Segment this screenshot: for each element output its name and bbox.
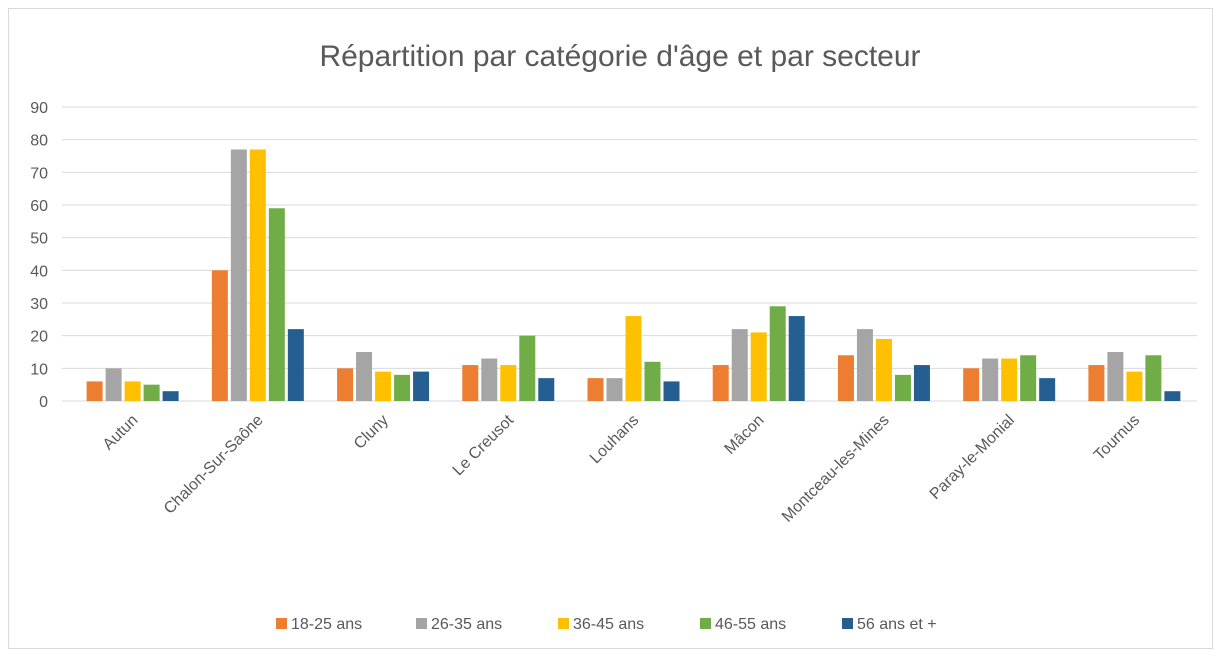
bar xyxy=(1145,355,1162,401)
y-tick-label: 0 xyxy=(39,394,48,411)
bar xyxy=(1039,378,1056,401)
bar xyxy=(644,361,661,401)
legend-swatch xyxy=(416,618,427,629)
bar xyxy=(587,378,604,401)
bar xyxy=(856,329,873,401)
bar xyxy=(731,329,748,401)
y-tick-label: 90 xyxy=(30,100,48,117)
bar xyxy=(625,316,642,401)
bar xyxy=(375,371,392,401)
bar xyxy=(337,368,354,401)
y-tick-label: 70 xyxy=(30,165,48,182)
bar xyxy=(913,365,930,401)
bar xyxy=(519,335,536,401)
bar xyxy=(894,374,911,401)
bar xyxy=(875,338,892,401)
bar xyxy=(413,371,430,401)
bar xyxy=(1164,391,1181,401)
bar xyxy=(143,384,160,401)
bar xyxy=(394,374,411,401)
bar xyxy=(481,358,498,401)
y-tick-label: 30 xyxy=(30,296,48,313)
bar xyxy=(837,355,854,401)
bar xyxy=(462,365,479,401)
bar xyxy=(788,316,805,401)
bar xyxy=(124,381,141,401)
chart-border xyxy=(8,8,1213,649)
legend-label: 56 ans et + xyxy=(857,616,937,633)
y-tick-label: 60 xyxy=(30,198,48,215)
legend-swatch xyxy=(558,618,569,629)
bar xyxy=(500,365,517,401)
bar xyxy=(1020,355,1037,401)
bar xyxy=(750,332,767,401)
bar xyxy=(538,378,555,401)
bar xyxy=(287,329,304,401)
y-tick-label: 40 xyxy=(30,263,48,280)
bar xyxy=(982,358,999,401)
y-tick-label: 50 xyxy=(30,231,48,248)
legend-label: 18-25 ans xyxy=(291,616,362,633)
bar xyxy=(663,381,680,401)
bar xyxy=(606,378,623,401)
legend-label: 46-55 ans xyxy=(715,616,786,633)
legend-swatch xyxy=(276,618,287,629)
bar xyxy=(211,270,228,401)
y-tick-label: 80 xyxy=(30,133,48,150)
bar xyxy=(162,391,179,401)
legend-label: 36-45 ans xyxy=(573,616,644,633)
bar xyxy=(356,352,373,401)
bar xyxy=(249,149,266,401)
bar xyxy=(712,365,729,401)
bar xyxy=(963,368,980,401)
bar xyxy=(1001,358,1018,401)
bar xyxy=(268,208,285,401)
y-tick-label: 20 xyxy=(30,329,48,346)
y-tick-label: 10 xyxy=(30,361,48,378)
bar xyxy=(105,368,122,401)
legend-swatch xyxy=(700,618,711,629)
bar xyxy=(769,306,786,401)
bar xyxy=(86,381,103,401)
legend-swatch xyxy=(842,618,853,629)
bar xyxy=(1088,365,1105,401)
bar xyxy=(1107,352,1124,401)
legend-label: 26-35 ans xyxy=(431,616,502,633)
bar xyxy=(230,149,247,401)
chart-title: Répartition par catégorie d'âge et par s… xyxy=(319,40,920,73)
bar xyxy=(1126,371,1143,401)
